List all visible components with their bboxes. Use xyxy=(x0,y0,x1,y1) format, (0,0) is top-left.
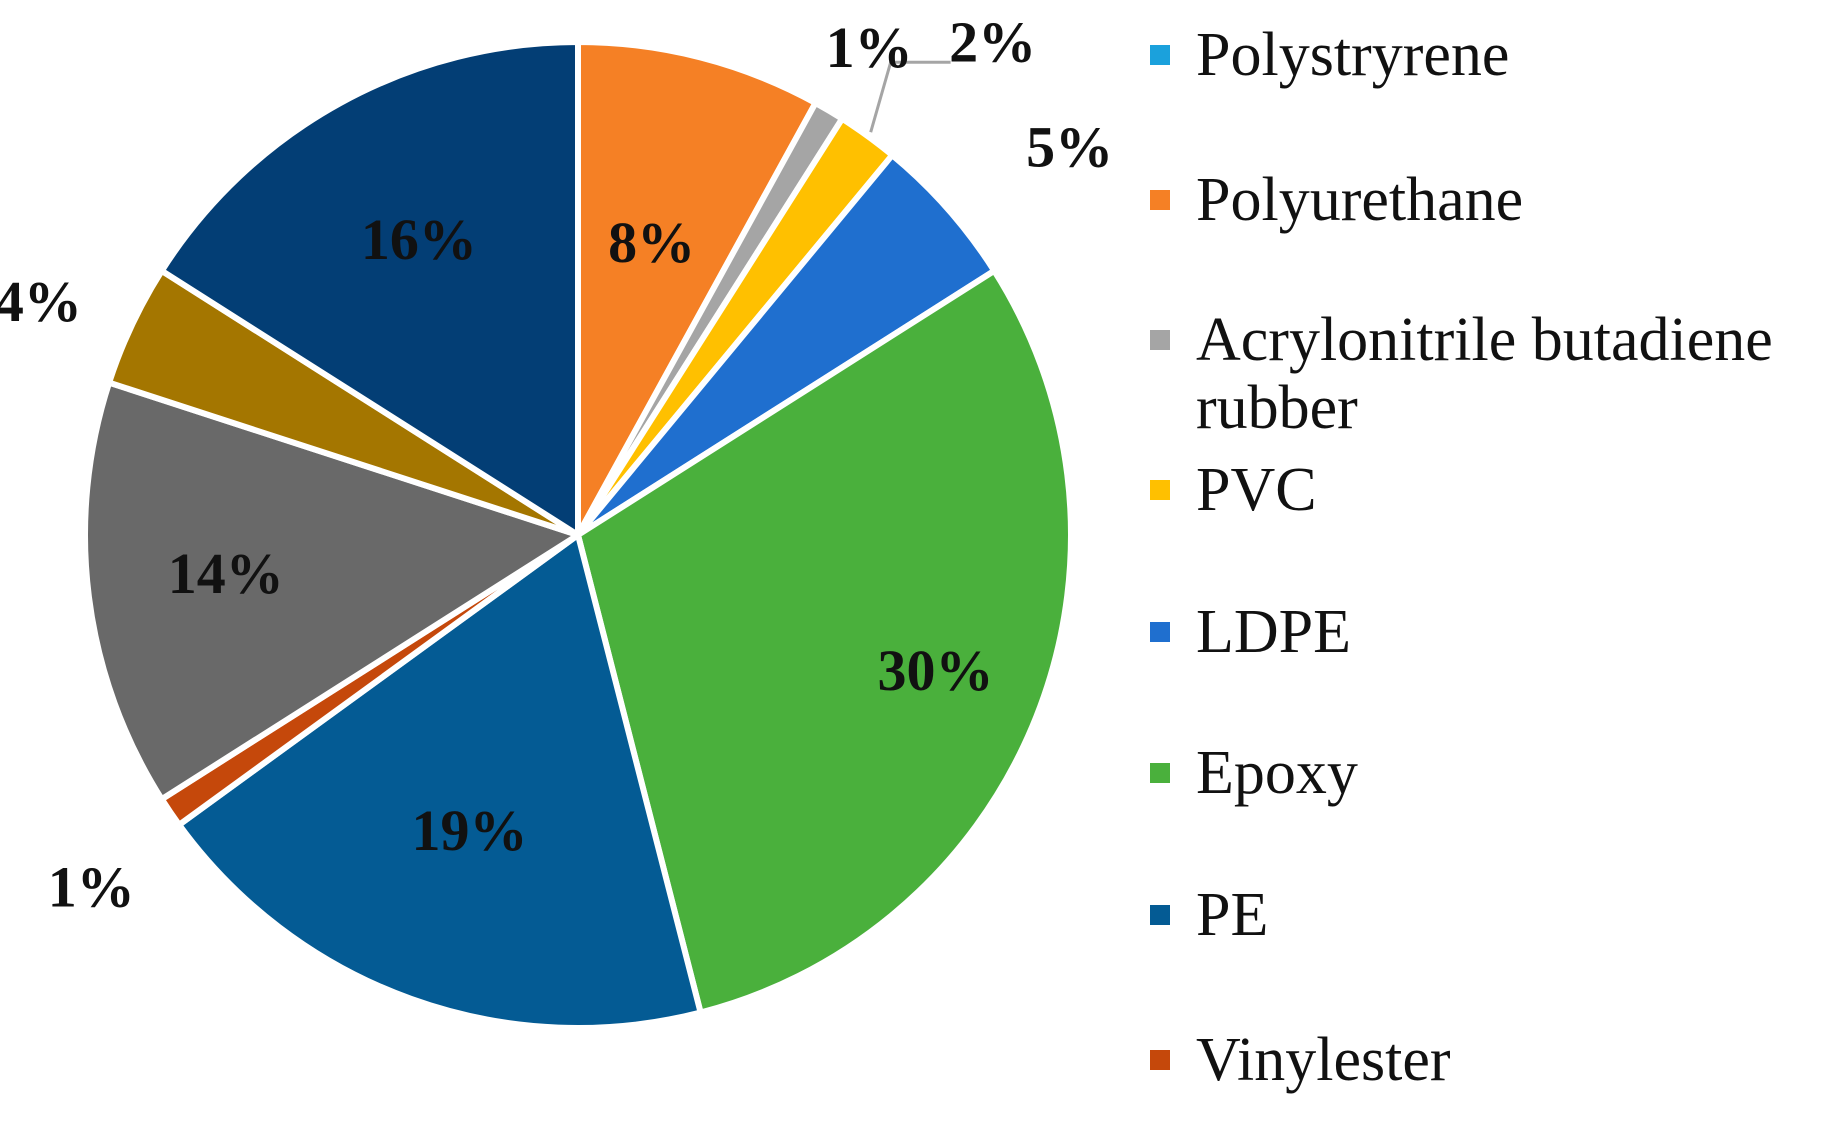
data-label-pvc: 2% xyxy=(949,10,1036,75)
data-label-unlabeled-10: 16% xyxy=(361,207,477,272)
legend-label-epoxy: Epoxy xyxy=(1196,739,1358,807)
leader-lines xyxy=(869,60,951,133)
data-label-polystryrene: 0% xyxy=(517,0,604,9)
slice-epoxy xyxy=(575,267,1074,1016)
slice-polyurethane xyxy=(575,39,819,538)
data-label-vinylester: 1% xyxy=(48,855,135,920)
legend: Polystryrene Polyurethane Acrylonitrile bu… xyxy=(1150,21,1773,1094)
legend-label-pvc: PVC xyxy=(1196,456,1317,524)
legend-swatch-polyurethane xyxy=(1150,190,1170,210)
legend-swatch-pvc xyxy=(1150,480,1170,500)
legend-label-acrylonitrile-butadiene-rubber-line2: rubber xyxy=(1196,374,1358,442)
slice-pe xyxy=(176,532,704,1031)
legend-swatch-epoxy xyxy=(1150,763,1170,783)
legend-label-ldpe: LDPE xyxy=(1196,598,1351,666)
legend-swatch-acrylonitrile-butadiene-rubber xyxy=(1150,330,1170,350)
legend-swatch-ldpe xyxy=(1150,622,1170,642)
pie-slices xyxy=(82,39,1074,1031)
legend-label-polystryrene: Polystryrene xyxy=(1196,21,1509,89)
legend-label-pe: PE xyxy=(1196,881,1268,949)
data-label-unlabeled-9: 4% xyxy=(0,269,82,334)
legend-swatch-pe xyxy=(1150,905,1170,925)
legend-swatch-vinylester xyxy=(1150,1050,1170,1070)
legend-label-polyurethane: Polyurethane xyxy=(1196,166,1523,234)
data-label-unlabeled-8: 14% xyxy=(168,541,284,606)
leader-line-pvc xyxy=(869,60,951,133)
data-label-ldpe: 5% xyxy=(1026,115,1113,180)
data-label-polyurethane: 8% xyxy=(608,210,695,275)
data-label-pe: 19% xyxy=(412,798,528,863)
legend-label-acrylonitrile-butadiene-rubber: Acrylonitrile butadiene xyxy=(1196,306,1773,374)
slice-unlabeled-10 xyxy=(158,39,581,538)
data-label-acrylonitrile-butadiene-rubber: 1% xyxy=(826,15,913,80)
data-label-epoxy: 30% xyxy=(878,638,994,703)
legend-label-vinylester: Vinylester xyxy=(1196,1026,1451,1094)
slice-unlabeled-8 xyxy=(82,379,581,803)
data-labels: 0% 8% 1% 2% 5% 30% 19% 1% 14% 4% 16% xyxy=(0,0,1113,920)
legend-swatch-polystryrene xyxy=(1150,45,1170,65)
